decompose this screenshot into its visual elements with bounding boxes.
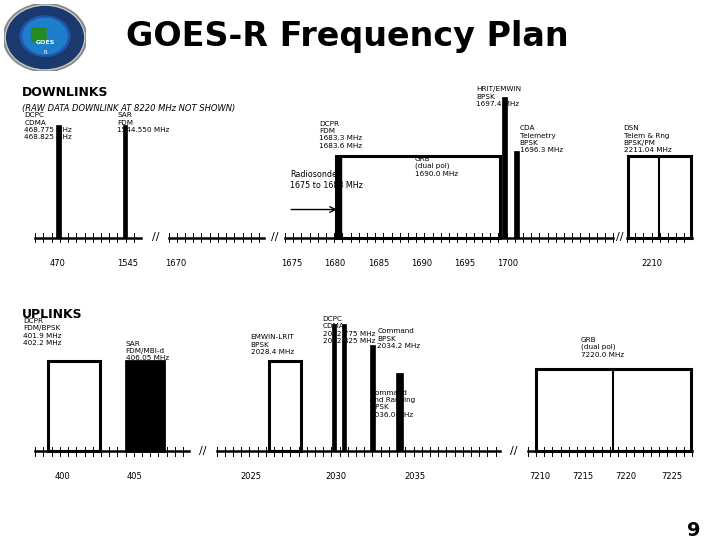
Text: 2030: 2030 xyxy=(325,472,347,481)
Bar xyxy=(371,345,374,451)
Text: SAR
FDM
1544.550 MHz: SAR FDM 1544.550 MHz xyxy=(117,112,170,133)
Text: 7225: 7225 xyxy=(661,472,682,481)
Text: 400: 400 xyxy=(55,472,71,481)
Text: DSN
Telem & Rng
BPSK/PM
2211.04 MHz: DSN Telem & Rng BPSK/PM 2211.04 MHz xyxy=(624,125,671,153)
Text: //: // xyxy=(199,446,207,456)
Bar xyxy=(536,369,690,451)
Text: UPLINKS: UPLINKS xyxy=(22,308,82,321)
FancyBboxPatch shape xyxy=(31,28,47,42)
Bar xyxy=(269,361,301,451)
Ellipse shape xyxy=(19,15,71,57)
Text: HRIT/EMWIN
BPSK
1697.4 MHz: HRIT/EMWIN BPSK 1697.4 MHz xyxy=(476,86,521,107)
Text: 7215: 7215 xyxy=(572,472,593,481)
Text: 1680: 1680 xyxy=(324,259,346,268)
Text: DCPC
CDMA
2032.775 MHz
2032.825 MHz: DCPC CDMA 2032.775 MHz 2032.825 MHz xyxy=(323,316,375,344)
Text: 1690: 1690 xyxy=(411,259,432,268)
Text: 1695: 1695 xyxy=(454,259,475,268)
Text: R: R xyxy=(43,50,47,55)
Text: 2025: 2025 xyxy=(240,472,261,481)
Bar xyxy=(336,156,343,238)
Bar xyxy=(332,324,336,451)
Text: DCPR
FDM
1683.3 MHz
1683.6 MHz: DCPR FDM 1683.3 MHz 1683.6 MHz xyxy=(319,121,362,149)
Text: 7210: 7210 xyxy=(528,472,550,481)
Bar xyxy=(123,125,127,238)
Text: EMWIN-LRIT
BPSK
2028.4 MHz: EMWIN-LRIT BPSK 2028.4 MHz xyxy=(251,334,294,355)
Text: GOES-R Frequency Plan: GOES-R Frequency Plan xyxy=(126,20,569,53)
Text: 2210: 2210 xyxy=(642,259,662,268)
Text: DCPC
CDMA
468.775 MHz
468.825 MHz: DCPC CDMA 468.775 MHz 468.825 MHz xyxy=(24,112,72,140)
Text: (RAW DATA DOWNLINK AT 8220 MHz NOT SHOWN): (RAW DATA DOWNLINK AT 8220 MHz NOT SHOWN… xyxy=(22,104,235,113)
Text: 7220: 7220 xyxy=(615,472,636,481)
Text: Radiosondes
1675 to 1683 MHz: Radiosondes 1675 to 1683 MHz xyxy=(290,170,364,190)
Bar xyxy=(336,156,500,238)
Text: 2035: 2035 xyxy=(405,472,426,481)
Bar xyxy=(514,151,519,238)
Text: GRB
(dual pol)
7220.0 MHz: GRB (dual pol) 7220.0 MHz xyxy=(581,336,624,357)
Text: GRB
(dual pol)
1690.0 MHz: GRB (dual pol) 1690.0 MHz xyxy=(415,156,458,177)
Text: //: // xyxy=(152,232,159,242)
Bar xyxy=(397,374,402,451)
Text: 1700: 1700 xyxy=(497,259,518,268)
Text: DOWNLINKS: DOWNLINKS xyxy=(22,86,108,99)
Bar xyxy=(48,361,100,451)
Text: CDA
Telemetry
BPSK
1696.3 MHz: CDA Telemetry BPSK 1696.3 MHz xyxy=(520,125,562,153)
Text: //: // xyxy=(510,446,518,456)
Ellipse shape xyxy=(4,4,86,71)
Ellipse shape xyxy=(22,18,68,55)
Bar xyxy=(628,156,690,238)
Text: GOES: GOES xyxy=(35,40,55,45)
Text: 1545: 1545 xyxy=(117,259,138,268)
Text: 1675: 1675 xyxy=(281,259,302,268)
Text: 1670: 1670 xyxy=(165,259,186,268)
Bar xyxy=(502,97,507,238)
Text: 1685: 1685 xyxy=(368,259,390,268)
Text: //: // xyxy=(616,232,624,242)
Text: Command
BPSK
2034.2 MHz: Command BPSK 2034.2 MHz xyxy=(377,328,420,349)
Text: SAR
FDM/MBI-d
406.05 MHz: SAR FDM/MBI-d 406.05 MHz xyxy=(125,341,168,361)
Bar xyxy=(342,324,346,451)
Text: 470: 470 xyxy=(50,259,66,268)
Text: 9: 9 xyxy=(688,521,701,540)
Text: DCPR
FDM/BPSK
401.9 MHz
402.2 MHz: DCPR FDM/BPSK 401.9 MHz 402.2 MHz xyxy=(23,318,61,346)
Text: Command
and Ranging
BPSK
2036.0 MHz: Command and Ranging BPSK 2036.0 MHz xyxy=(371,390,415,417)
Text: //: // xyxy=(271,232,279,242)
Text: 405: 405 xyxy=(127,472,143,481)
Bar xyxy=(125,361,164,451)
Bar xyxy=(56,125,60,238)
